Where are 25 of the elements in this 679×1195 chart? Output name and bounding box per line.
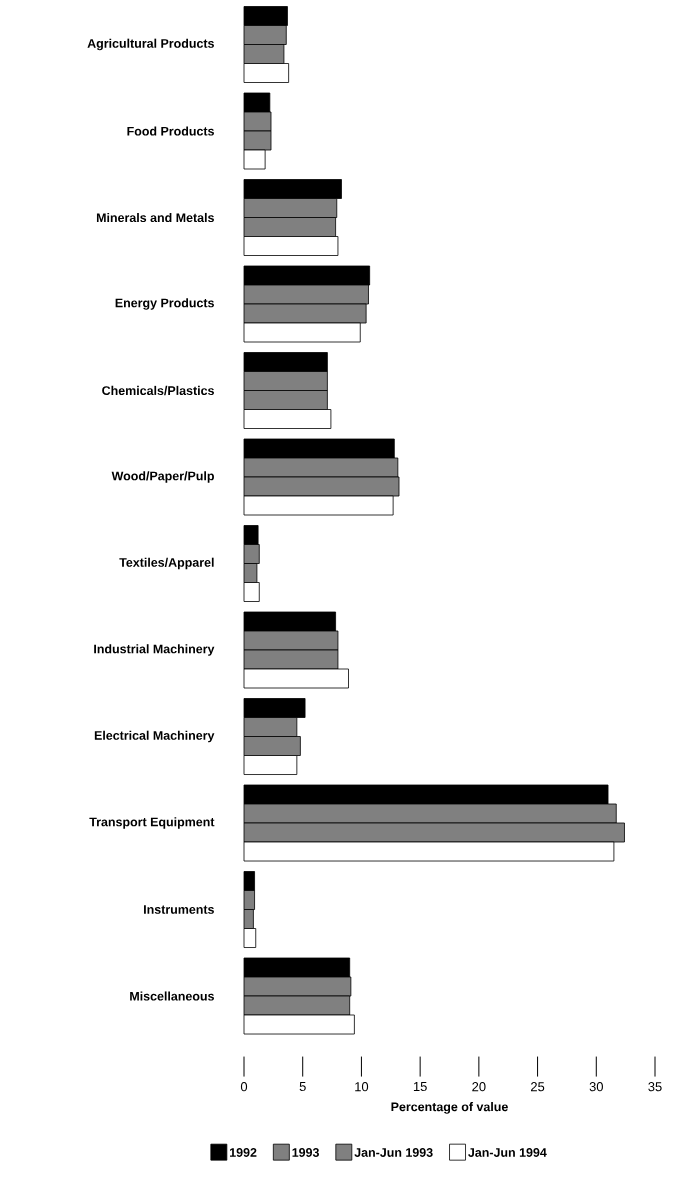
x-tick-label: 10 — [355, 1082, 369, 1092]
legend-label: Jan-Jun 1994 — [468, 1148, 547, 1157]
y-tick-label: Textiles/Apparel — [119, 557, 214, 570]
x-tick-label: 0 — [240, 1082, 248, 1092]
x-tick-label: 20 — [472, 1082, 486, 1092]
x-tick-label: 5 — [299, 1082, 306, 1092]
y-tick-label: Industrial Machinery — [94, 644, 215, 656]
y-tick-label: Wood/Paper/Pulp — [111, 471, 214, 483]
y-tick-label: Energy Products — [115, 298, 214, 310]
legend-label: Jan-Jun 1993 — [354, 1148, 433, 1157]
x-axis-title: Percentage of value — [391, 1102, 508, 1114]
y-tick-label: Food Products — [127, 126, 214, 136]
y-tick-label: Instruments — [144, 905, 214, 914]
y-tick-label: Miscellaneous — [130, 991, 214, 1001]
y-tick-label: Chemicals/Plastics — [102, 385, 214, 396]
y-tick-label: Electrical Machinery — [94, 730, 215, 743]
y-tick-label: Minerals and Metals — [96, 212, 214, 223]
y-tick-label: Agricultural Products — [87, 38, 214, 51]
x-tick-label: 25 — [531, 1082, 545, 1092]
y-tick-label: Transport Equipment — [89, 817, 215, 829]
x-tick-label: 30 — [589, 1082, 603, 1092]
x-tick-label: 35 — [648, 1082, 662, 1092]
x-tick-label: 15 — [413, 1082, 427, 1092]
legend-label: 1992 — [230, 1148, 257, 1157]
legend-label: 1993 — [292, 1148, 319, 1157]
